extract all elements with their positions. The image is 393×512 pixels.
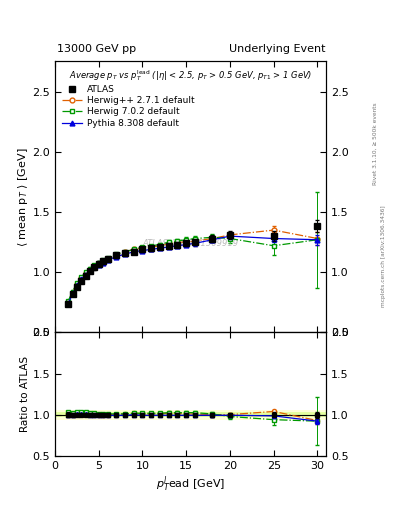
- Y-axis label: Ratio to ATLAS: Ratio to ATLAS: [20, 356, 29, 432]
- Text: 13000 GeV pp: 13000 GeV pp: [57, 44, 136, 54]
- Legend: ATLAS, Herwig++ 2.7.1 default, Herwig 7.0.2 default, Pythia 8.308 default: ATLAS, Herwig++ 2.7.1 default, Herwig 7.…: [62, 85, 194, 127]
- Text: Average $p_T$ vs $p_T^{\rm lead}$ ($|\eta|$ < 2.5, $p_T$ > 0.5 GeV, $p_{T1}$ > 1: Average $p_T$ vs $p_T^{\rm lead}$ ($|\et…: [69, 68, 312, 83]
- Bar: [55, 410, 326, 419]
- Text: ATLAS_2017_I1509919: ATLAS_2017_I1509919: [143, 239, 239, 247]
- Y-axis label: $\langle$ mean p$_T$ $\rangle$ [GeV]: $\langle$ mean p$_T$ $\rangle$ [GeV]: [16, 147, 29, 247]
- Text: mcplots.cern.ch [arXiv:1306.3436]: mcplots.cern.ch [arXiv:1306.3436]: [381, 205, 386, 307]
- Text: Underlying Event: Underlying Event: [229, 44, 325, 54]
- Text: Rivet 3.1.10, ≥ 500k events: Rivet 3.1.10, ≥ 500k events: [373, 102, 378, 185]
- Bar: [55, 412, 326, 417]
- X-axis label: $p_T^l$ead [GeV]: $p_T^l$ead [GeV]: [156, 475, 225, 494]
